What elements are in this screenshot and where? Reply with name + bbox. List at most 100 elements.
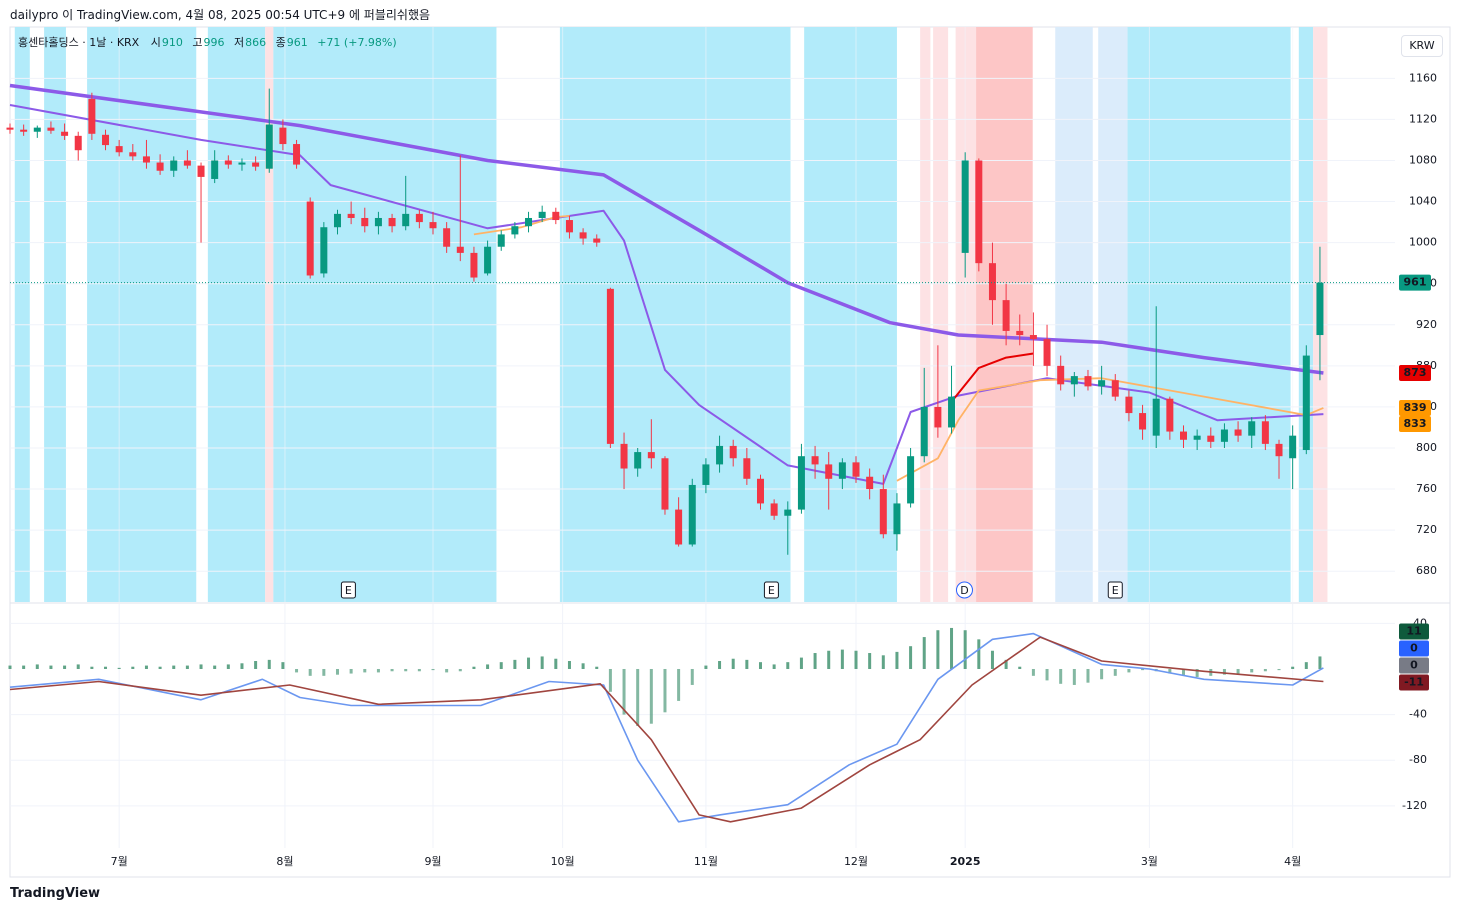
signal-band [273, 27, 497, 602]
histogram-bar [663, 668, 667, 713]
candle-body [1057, 365, 1065, 385]
histogram-bar [226, 664, 230, 669]
x-tick-label: 11월 [694, 855, 718, 868]
candle-body [1125, 396, 1133, 414]
histogram-bar [1004, 659, 1008, 669]
y-tick-label: 1040 [1409, 195, 1437, 208]
candle-body [743, 458, 751, 479]
signal-band [87, 27, 197, 602]
histogram-bar [22, 665, 26, 669]
candle-body [1302, 355, 1310, 451]
candle-body [456, 246, 464, 253]
event-label: E [1112, 584, 1119, 597]
candle-body [1139, 413, 1147, 430]
macd-line [9, 632, 1324, 823]
candle-body [347, 213, 355, 218]
candle-body [988, 263, 996, 301]
histogram-bar [636, 668, 640, 726]
histogram-bar [1181, 668, 1185, 676]
candle-body [702, 464, 710, 485]
candle-body [1193, 435, 1201, 440]
histogram-bar [281, 662, 285, 669]
histogram-bar [499, 662, 503, 669]
candle-body [634, 452, 642, 469]
brand: TradingView [10, 886, 101, 901]
currency-button[interactable]: KRW [1401, 35, 1443, 57]
histogram-bar [1277, 668, 1281, 671]
histogram-bar [376, 668, 380, 673]
price-label: 873 [1404, 366, 1427, 379]
signal-line [9, 636, 1324, 823]
histogram-bar [909, 646, 913, 669]
event-label: E [345, 584, 352, 597]
histogram-bar [254, 661, 258, 669]
histogram-bar [63, 665, 67, 669]
histogram-bar [1236, 668, 1240, 674]
histogram-bar [322, 668, 326, 676]
x-tick-label: 7월 [111, 855, 128, 868]
x-tick-label: 2025 [950, 855, 981, 868]
candle-body [907, 456, 915, 504]
candle-body [593, 238, 601, 243]
candle-body [470, 252, 478, 278]
histogram-bar [1100, 668, 1104, 680]
low-value: 866 [245, 36, 267, 49]
histogram-bar [799, 657, 803, 669]
symbol-legend: 홍센타홀딩스 · 1날 · KRX 시910 고996 저866 종961 +7… [18, 34, 403, 50]
histogram-bar [131, 666, 135, 669]
histogram-bar [595, 666, 599, 669]
signal-band [265, 27, 274, 602]
candle-body [1289, 435, 1297, 459]
y-tick-label: 1160 [1409, 71, 1437, 84]
candle-body [443, 228, 451, 247]
candle-body [797, 456, 805, 510]
candle-body [525, 217, 533, 227]
candle-body [361, 217, 369, 227]
candle-body [729, 445, 737, 459]
y-tick-label: 680 [1416, 564, 1437, 577]
candle-body [511, 226, 519, 235]
histogram-bar [390, 668, 394, 672]
histogram-bar [49, 665, 53, 669]
candle-body [388, 217, 396, 227]
histogram-bar [527, 657, 531, 669]
candle-body [579, 232, 587, 239]
y-tick-label: 1000 [1409, 236, 1437, 249]
y-tick-label: 920 [1416, 318, 1437, 331]
candle-body [102, 134, 110, 146]
histogram-bar [950, 627, 954, 669]
histogram-bar [513, 659, 517, 669]
histogram-bar [240, 663, 244, 669]
histogram-bar [8, 665, 12, 669]
event-marker [340, 581, 356, 599]
symbol: 홍센타홀딩스 · 1날 · KRX [18, 36, 140, 49]
histogram-bar [76, 664, 80, 669]
histogram-bar [1263, 668, 1267, 672]
price-label: 961 [1404, 276, 1427, 289]
histogram-bar [622, 668, 626, 715]
signal-band [559, 27, 791, 602]
histogram-bar [745, 659, 749, 669]
y-tick-label: -80 [1409, 753, 1427, 766]
histogram-bar [1195, 668, 1199, 677]
candle-body [1111, 380, 1119, 397]
event-label: E [768, 584, 775, 597]
candle-body [866, 476, 874, 490]
histogram-bar [813, 653, 817, 669]
signal-band [955, 27, 977, 602]
value-label-box [1399, 657, 1429, 674]
candle-body [293, 144, 301, 165]
signal-band [44, 27, 66, 602]
high-label: 고 [192, 36, 203, 49]
histogram-bar [758, 662, 762, 669]
candle-body [838, 462, 846, 479]
histogram-bar [922, 637, 926, 669]
candle-body [320, 227, 328, 274]
x-tick-label: 10월 [551, 855, 575, 868]
candle-body [333, 213, 341, 228]
close-value: 961 [286, 36, 308, 49]
histogram-bar [404, 668, 408, 672]
histogram-bar [827, 650, 831, 669]
moving-average [473, 215, 1324, 482]
